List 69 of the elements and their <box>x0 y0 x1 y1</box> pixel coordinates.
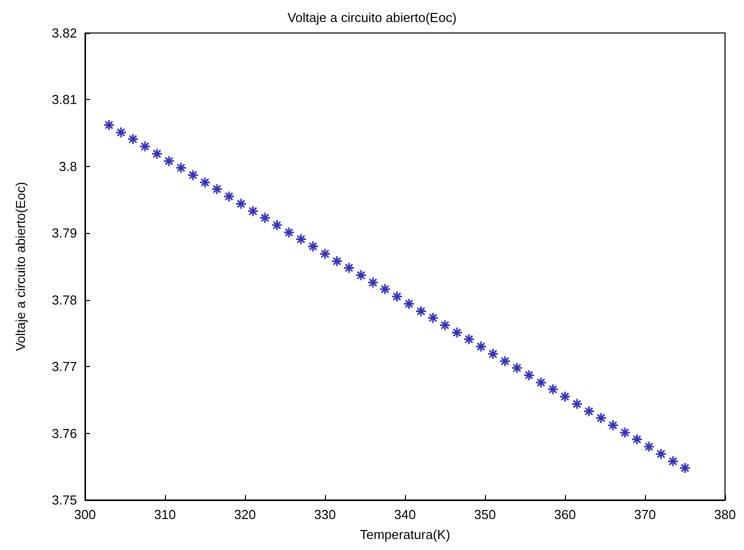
point <box>379 283 391 295</box>
point <box>151 148 163 160</box>
point <box>655 448 667 460</box>
x-tick-label: 380 <box>714 507 736 522</box>
x-tick-label: 360 <box>554 507 576 522</box>
point <box>667 456 679 468</box>
x-tick-label: 310 <box>154 507 176 522</box>
point <box>487 348 499 360</box>
point <box>391 290 403 302</box>
point <box>187 169 199 181</box>
y-tick-label: 3.78 <box>52 292 77 308</box>
point <box>343 262 355 274</box>
point <box>127 133 139 145</box>
point <box>355 269 367 281</box>
y-axis-title: Voltaje a circuito abierto(Eoc) <box>13 182 28 352</box>
point <box>523 369 535 382</box>
y-tick-label: 3.79 <box>52 226 77 241</box>
point <box>547 383 559 396</box>
point <box>403 298 415 310</box>
point <box>451 326 463 338</box>
y-tick-label: 3.77 <box>52 359 77 374</box>
y-tick-label: 3.76 <box>52 426 77 441</box>
point <box>607 419 619 432</box>
y-tick-label: 3.81 <box>52 92 77 108</box>
point <box>115 126 127 138</box>
y-tick-label: 3.8 <box>58 158 77 174</box>
chart-title: Voltaje a circuito abierto(Eoc) <box>287 10 457 25</box>
point <box>571 398 583 410</box>
x-tick-label: 300 <box>74 507 96 522</box>
point <box>619 426 631 438</box>
point <box>559 390 571 402</box>
point <box>499 355 511 368</box>
x-tick-label: 340 <box>394 507 416 522</box>
point <box>139 140 151 152</box>
point <box>427 312 439 324</box>
point <box>583 405 595 418</box>
point <box>271 219 283 231</box>
point <box>235 198 247 210</box>
point <box>331 255 343 267</box>
y-tick-label: 3.82 <box>52 26 77 40</box>
point <box>307 240 319 252</box>
point <box>439 319 451 332</box>
point <box>595 412 607 424</box>
x-tick-label: 320 <box>234 507 256 522</box>
point <box>295 233 307 245</box>
point <box>535 376 547 388</box>
point <box>631 433 643 446</box>
point <box>475 340 487 352</box>
x-tick-label: 370 <box>634 507 656 522</box>
point <box>223 190 235 202</box>
point <box>163 155 175 167</box>
point <box>643 440 655 452</box>
x-tick-label: 350 <box>474 507 496 522</box>
y-tick-label: 3.75 <box>52 492 77 508</box>
x-tick-label: 330 <box>314 507 336 522</box>
point <box>367 276 379 288</box>
point <box>211 183 223 195</box>
point <box>247 205 259 217</box>
point <box>283 226 295 238</box>
point <box>511 362 523 374</box>
point <box>259 212 271 224</box>
point <box>199 176 211 188</box>
point <box>103 119 115 131</box>
point <box>679 462 691 474</box>
point <box>175 162 187 174</box>
x-axis-title: Temperatura(K) <box>360 527 450 542</box>
point <box>415 305 427 317</box>
point <box>463 333 475 346</box>
point <box>319 248 331 260</box>
